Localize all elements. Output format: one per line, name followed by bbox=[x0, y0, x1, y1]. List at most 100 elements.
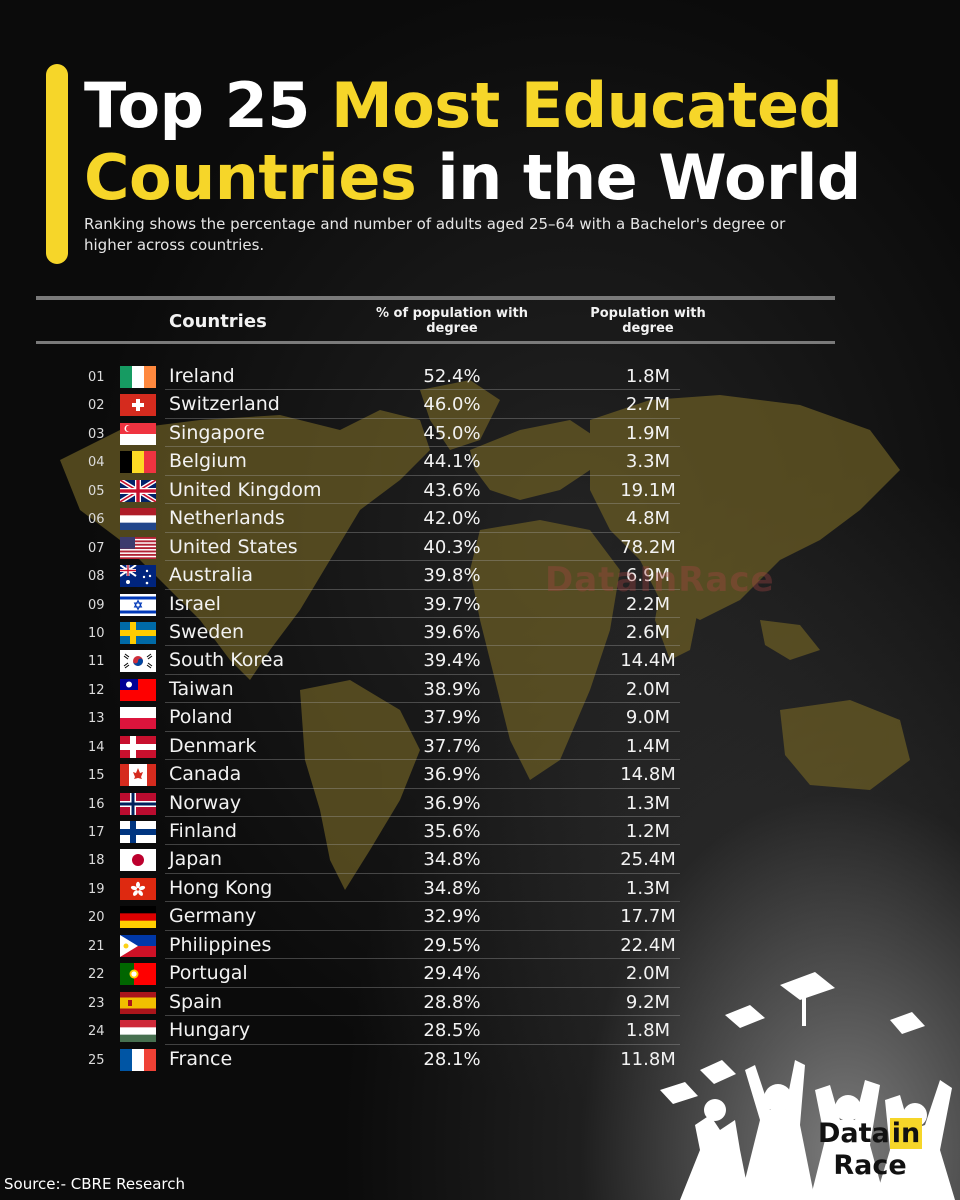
population-value: 22.4M bbox=[620, 934, 676, 956]
row-divider bbox=[165, 816, 680, 817]
table-row: 15 Canada 36.9% 14.8M bbox=[0, 760, 960, 789]
table-row: 02 Switzerland 46.0% 2.7M bbox=[0, 390, 960, 419]
rank-label: 24 bbox=[88, 1024, 105, 1040]
row-divider bbox=[165, 844, 680, 846]
row-divider bbox=[165, 759, 680, 761]
country-name: United Kingdom bbox=[169, 478, 322, 501]
population-value: 1.3M bbox=[625, 877, 671, 899]
table-row: 19 Hong Kong 34.8% 1.3M bbox=[0, 874, 960, 903]
population-value: 1.8M bbox=[625, 366, 671, 387]
percent-value: 29.5% bbox=[423, 934, 481, 956]
table-row: 09 Israel 39.7% 2.2M bbox=[0, 590, 960, 618]
table-row: 01 Ireland 52.4% 1.8M bbox=[0, 362, 960, 391]
row-divider bbox=[165, 616, 680, 618]
netherlands-flag-icon bbox=[120, 508, 156, 531]
percent-value: 39.6% bbox=[423, 621, 481, 643]
row-divider bbox=[165, 673, 680, 675]
row-divider bbox=[165, 588, 680, 590]
population-value: 2.0M bbox=[625, 963, 671, 985]
percent-value: 32.9% bbox=[423, 906, 481, 928]
country-name: Netherlands bbox=[169, 507, 285, 530]
country-name: Norway bbox=[169, 791, 242, 814]
country-name: Spain bbox=[169, 990, 223, 1013]
country-name: Finland bbox=[169, 820, 237, 842]
row-divider bbox=[165, 417, 680, 419]
country-name: France bbox=[169, 1047, 233, 1070]
table-row: 04 Belgium 44.1% 3.3M bbox=[0, 447, 960, 476]
country-name: United States bbox=[169, 535, 298, 558]
percent-value: 42.0% bbox=[423, 508, 481, 530]
table-row: 06 Netherlands 42.0% 4.8M bbox=[0, 504, 960, 533]
table-row: 13 Poland 37.9% 9.0M bbox=[0, 703, 960, 732]
uk-flag-icon bbox=[120, 479, 156, 502]
rank-label: 08 bbox=[88, 569, 105, 585]
rank-label: 11 bbox=[88, 654, 105, 670]
percent-value: 28.1% bbox=[423, 1048, 481, 1070]
title-part-4: in the World bbox=[416, 141, 861, 214]
population-value: 78.2M bbox=[620, 536, 676, 558]
table-row: 12 Taiwan 38.9% 2.0M bbox=[0, 675, 960, 704]
percent-value: 34.8% bbox=[423, 877, 481, 899]
percent-value: 39.8% bbox=[423, 565, 481, 587]
row-divider bbox=[165, 958, 680, 960]
table-row: 17 Finland 35.6% 1.2M bbox=[0, 817, 960, 846]
country-name: Belgium bbox=[169, 450, 247, 473]
row-divider bbox=[165, 560, 680, 562]
source-note: Source:- CBRE Research bbox=[4, 1175, 185, 1193]
rank-label: 13 bbox=[88, 711, 105, 727]
population-value: 3.3M bbox=[625, 451, 671, 473]
percent-value: 38.9% bbox=[423, 678, 481, 700]
population-value: 1.8M bbox=[625, 1020, 671, 1042]
philippines-flag-icon bbox=[120, 934, 156, 957]
population-value: 14.4M bbox=[620, 650, 676, 672]
rank-label: 23 bbox=[88, 995, 105, 1011]
row-divider bbox=[165, 446, 680, 448]
percent-value: 46.0% bbox=[423, 394, 481, 416]
row-divider bbox=[165, 531, 680, 533]
rank-label: 05 bbox=[88, 483, 105, 499]
country-name: Poland bbox=[169, 706, 233, 729]
table-row: 25 France 28.1% 11.8M bbox=[0, 1045, 960, 1073]
row-divider bbox=[165, 872, 680, 874]
population-value: 2.6M bbox=[625, 621, 671, 643]
rank-label: 17 bbox=[88, 825, 105, 840]
row-divider bbox=[165, 901, 680, 903]
population-value: 1.2M bbox=[625, 821, 671, 842]
poland-flag-icon bbox=[120, 707, 156, 730]
table-row: 21 Philippines 29.5% 22.4M bbox=[0, 931, 960, 960]
population-value: 19.1M bbox=[620, 479, 676, 501]
percent-value: 36.9% bbox=[423, 792, 481, 814]
table-row: 14 Denmark 37.7% 1.4M bbox=[0, 732, 960, 761]
hungary-flag-icon bbox=[120, 1020, 156, 1043]
rank-label: 18 bbox=[88, 853, 105, 869]
table-row: 05 United Kingdom 43.6% 19.1M bbox=[0, 476, 960, 505]
country-name: Israel bbox=[169, 592, 221, 615]
switzerland-flag-icon bbox=[120, 394, 156, 417]
percent-value: 28.5% bbox=[423, 1020, 481, 1042]
spain-flag-icon bbox=[120, 991, 156, 1014]
table-row: 23 Spain 28.8% 9.2M bbox=[0, 988, 960, 1017]
table-row: 10 Sweden 39.6% 2.6M bbox=[0, 618, 960, 647]
percent-value: 52.4% bbox=[423, 366, 481, 387]
table-row: 24 Hungary 28.5% 1.8M bbox=[0, 1016, 960, 1045]
population-value: 1.9M bbox=[625, 422, 671, 444]
rank-label: 20 bbox=[88, 910, 105, 926]
population-value: 25.4M bbox=[620, 849, 676, 871]
country-name: South Korea bbox=[169, 649, 285, 672]
row-divider bbox=[165, 503, 680, 505]
percent-value: 37.7% bbox=[423, 735, 481, 757]
population-value: 9.0M bbox=[625, 707, 671, 729]
row-divider bbox=[165, 730, 680, 732]
graduates-silhouette-icon bbox=[660, 972, 955, 1200]
rank-label: 06 bbox=[88, 512, 105, 528]
title-part-1: Top 25 bbox=[84, 69, 331, 142]
country-name: Denmark bbox=[169, 734, 257, 757]
rank-label: 14 bbox=[88, 739, 105, 755]
accent-bar bbox=[46, 64, 68, 264]
rank-label: 04 bbox=[88, 455, 105, 471]
rank-label: 09 bbox=[88, 597, 105, 613]
rank-label: 22 bbox=[88, 967, 105, 983]
column-header-countries: Countries bbox=[169, 311, 267, 332]
percent-value: 40.3% bbox=[423, 536, 481, 558]
population-value: 9.2M bbox=[625, 991, 671, 1013]
